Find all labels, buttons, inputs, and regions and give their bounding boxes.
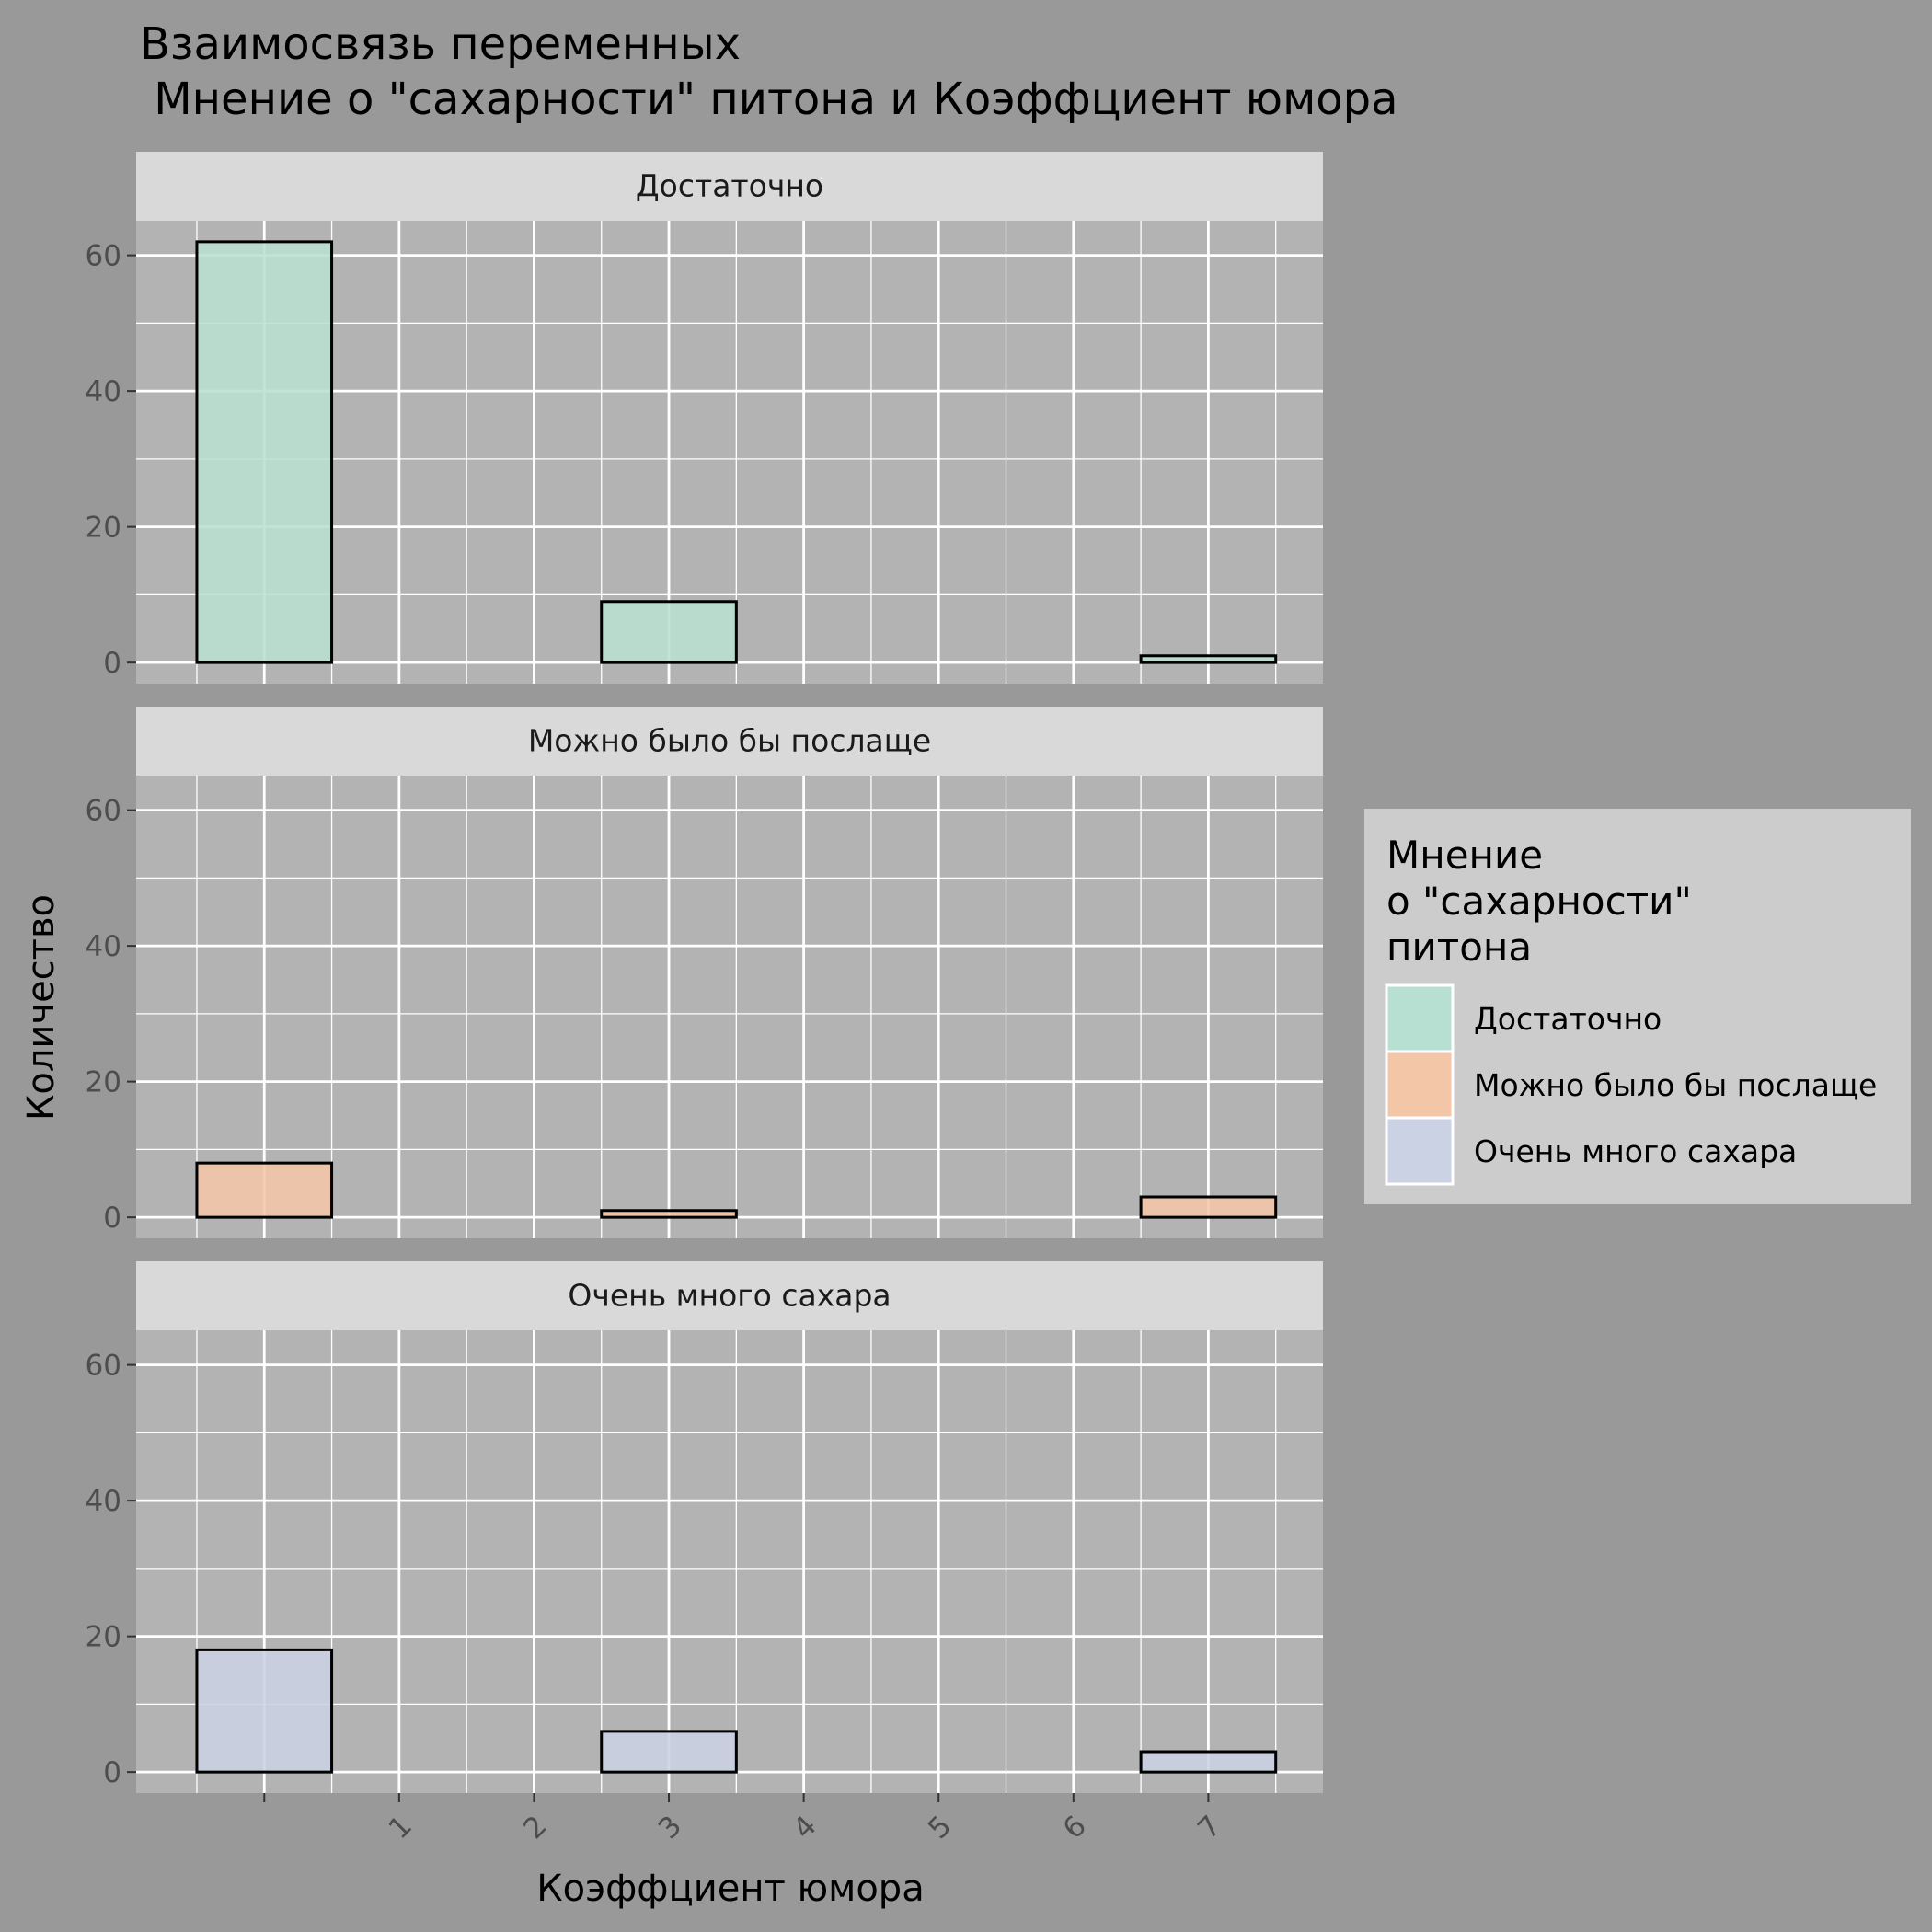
y-tick-label: 20 <box>86 1066 121 1099</box>
histogram-bar <box>1139 1750 1278 1774</box>
x-tick-label: 1 <box>383 1810 419 1846</box>
histogram-bar <box>600 600 738 664</box>
legend-title: о "сахарности" <box>1386 879 1692 924</box>
legend-key-swatch <box>1385 1116 1455 1186</box>
facet-strip <box>136 1261 1323 1330</box>
histogram-bar <box>195 1648 334 1774</box>
histogram-bar <box>600 1730 738 1774</box>
y-tick-label: 60 <box>86 795 121 828</box>
facet-panel-1: Достаточно 0 20 40 60 <box>86 152 1323 684</box>
x-axis: 1 2 3 4 5 6 7 <box>263 1793 1228 1846</box>
facet-panel-2: Можно было бы послаще 0 20 40 60 <box>86 707 1323 1238</box>
legend-item-1: Достаточно <box>1474 1001 1662 1037</box>
y-tick-label: 20 <box>86 512 121 545</box>
legend-title: Мнение <box>1386 833 1543 878</box>
x-axis-title: Коэффциент юмора <box>536 1868 924 1910</box>
y-tick-label: 60 <box>86 240 121 273</box>
y-tick-label: 20 <box>86 1621 121 1654</box>
facet-strip <box>136 152 1323 221</box>
histogram-bar <box>195 1161 334 1219</box>
panel-background <box>136 776 1323 1238</box>
x-tick-label: 3 <box>652 1810 688 1846</box>
facet-strip-label: Очень много сахара <box>568 1278 891 1314</box>
chart-title-line1: Взаимосвязь переменных <box>140 18 741 70</box>
facet-strip <box>136 707 1323 776</box>
legend-background <box>1364 809 1911 1204</box>
x-tick-label: 5 <box>922 1810 958 1846</box>
y-axis-title: Количество <box>20 894 63 1121</box>
facet-strip-label: Можно было бы послаще <box>528 723 931 759</box>
facet-panel-3: Очень много сахара 0 20 40 60 <box>86 1261 1323 1793</box>
facet-panels: Достаточно 0 20 40 60 Можно было бы послаще 0 2… <box>86 152 1323 1793</box>
y-tick-label: 40 <box>86 375 121 408</box>
histogram-bar <box>600 1209 738 1219</box>
histogram-bar <box>1139 1195 1278 1219</box>
y-tick-label: 40 <box>86 1485 121 1518</box>
chart-title-line2: Мнение о "сахарности" питона и Коэффциен… <box>140 74 1398 125</box>
y-tick-label: 0 <box>103 647 121 680</box>
y-tick-label: 0 <box>103 1756 121 1789</box>
histogram-bar <box>195 240 334 664</box>
legend-title: питона <box>1386 925 1532 970</box>
legend-item-2: Можно было бы послаще <box>1474 1067 1877 1103</box>
panel-background <box>136 1330 1323 1793</box>
x-tick-label: 4 <box>787 1810 822 1846</box>
y-tick-label: 60 <box>86 1350 121 1383</box>
histogram-bar <box>1139 654 1278 664</box>
y-tick-label: 40 <box>86 930 121 963</box>
x-tick-label: 7 <box>1191 1810 1227 1846</box>
x-tick-label: 6 <box>1057 1810 1093 1846</box>
y-tick-label: 0 <box>103 1202 121 1235</box>
facet-strip-label: Достаточно <box>636 168 823 204</box>
legend-key-swatch <box>1385 983 1455 1053</box>
x-tick-label: 2 <box>517 1810 553 1846</box>
legend-key-swatch <box>1385 1050 1455 1120</box>
legend-item-3: Очень много сахара <box>1474 1133 1797 1169</box>
